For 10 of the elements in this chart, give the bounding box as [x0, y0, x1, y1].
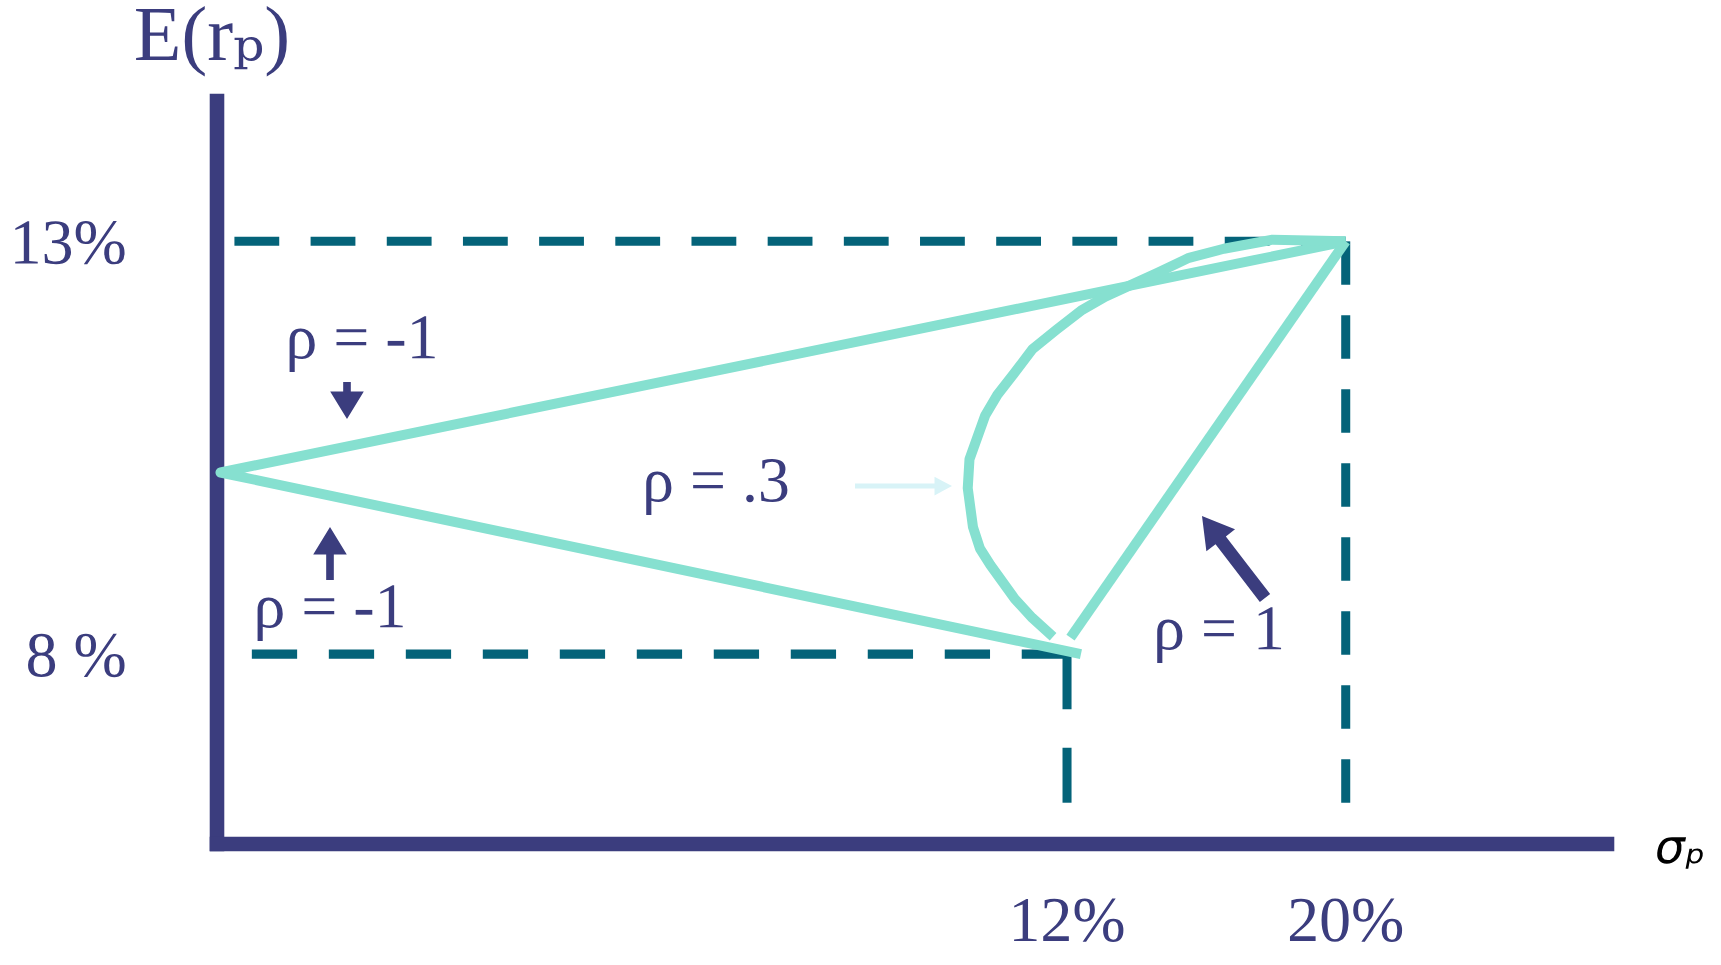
x-axis-title: σₚ: [1657, 837, 1703, 869]
x-tick-label: 12%: [1014, 898, 1124, 942]
y-tick-label: 13%: [15, 221, 125, 265]
y-axis-title: E(rₚ): [136, 6, 287, 77]
annotation: ρ = 1: [1157, 607, 1282, 663]
annotation: ρ = .3: [646, 459, 788, 515]
x-tick-label: 20%: [1289, 898, 1403, 942]
y-tick-label: 8 %: [28, 633, 125, 678]
annotation: ρ = -1: [257, 585, 403, 641]
annotation: ρ = -1: [289, 316, 435, 372]
